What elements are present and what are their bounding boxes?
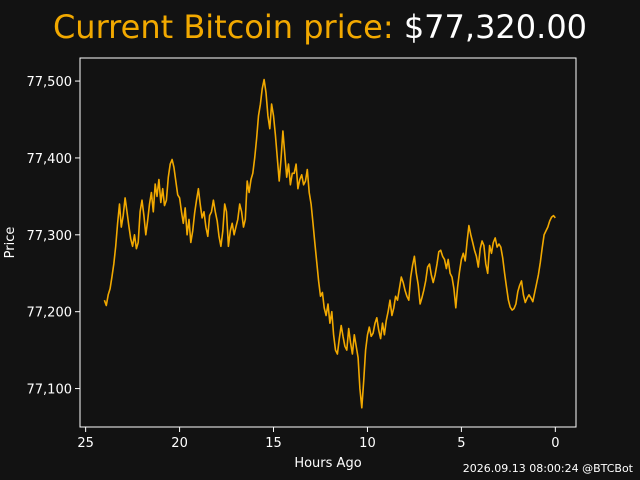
price-label: Current Bitcoin price:	[52, 8, 394, 46]
y-tick-label: 77,300	[27, 229, 73, 244]
x-tick-label: 5	[457, 436, 465, 451]
x-tick-label: 20	[171, 436, 188, 451]
timestamp-footer: 2026.09.13 08:00:24 @BTCBot	[462, 462, 633, 475]
y-axis-label: Price	[3, 227, 18, 259]
y-tick-label: 77,400	[27, 152, 73, 167]
x-axis-label: Hours Ago	[294, 456, 361, 471]
chart-title: Current Bitcoin price: $77,320.00	[0, 8, 640, 46]
x-tick-label: 10	[359, 436, 376, 451]
price-line	[103, 78, 556, 409]
x-tick-label: 0	[551, 436, 559, 451]
plot-frame	[79, 57, 577, 428]
x-tick-label: 25	[77, 436, 94, 451]
y-tick-label: 77,100	[27, 383, 73, 398]
y-tick-label: 77,500	[27, 75, 73, 90]
y-tick-label: 77,200	[27, 306, 73, 321]
x-tick-label: 15	[265, 436, 282, 451]
current-price: $77,320.00	[403, 8, 588, 46]
